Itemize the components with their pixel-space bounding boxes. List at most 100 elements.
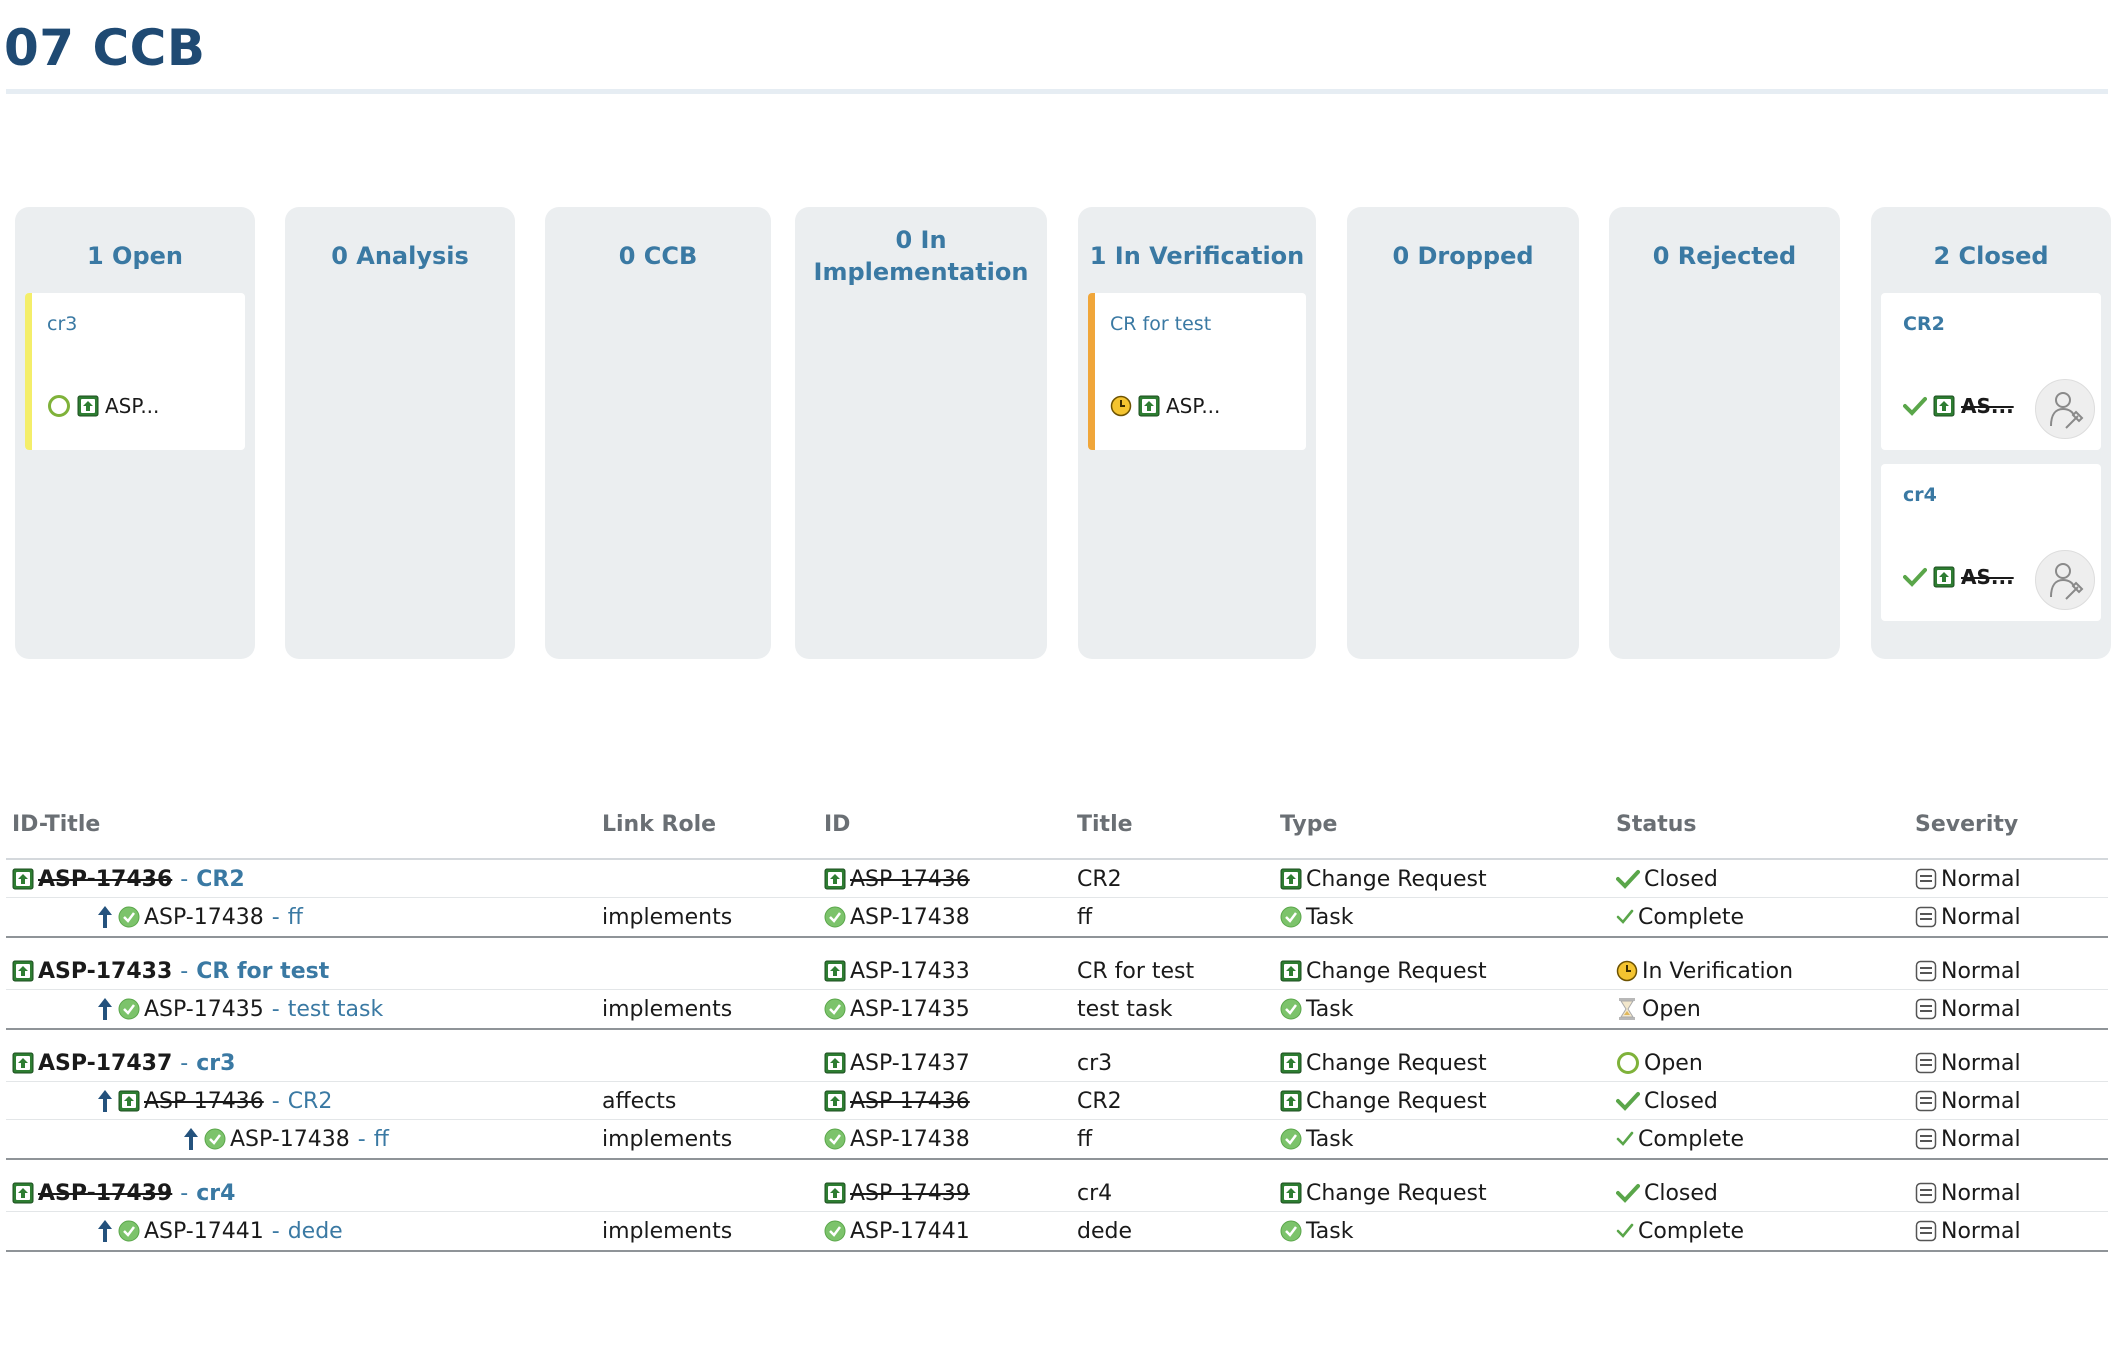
card-key[interactable]: AS... [1961,394,2014,418]
item-title-link[interactable]: CR2 [287,1088,333,1114]
table-group: ASP-17437- cr3 ASP-17437 cr3 Change Request O… [6,1030,2108,1160]
status-value: Complete [1638,1218,1745,1244]
board-card[interactable]: CR for test ASP... [1088,293,1306,450]
item-title-link[interactable]: test task [287,996,384,1022]
column-header[interactable]: 1 In Verification [1089,242,1305,270]
card-title[interactable]: CR2 [1903,313,1945,335]
title-cell: CR2 [1077,866,1122,892]
column-header[interactable]: 0 Rejected [1652,242,1797,270]
id-value[interactable]: ASP-17436 [850,1088,970,1114]
severity-value: Normal [1941,1180,2021,1206]
id-title-cell: ASP-17439- cr4 [12,1174,235,1212]
table-row[interactable]: ASP-17438- ff implements ASP-17438 ff Task Com… [6,898,2108,936]
table-row[interactable]: ASP-17435- test task implements ASP-17435 te… [6,990,2108,1028]
assignee-avatar-icon[interactable] [2035,550,2095,610]
status-cell: Complete [1616,1120,1744,1158]
id-value[interactable]: ASP-17438 [850,1126,970,1152]
title-separator: - [180,866,189,892]
table-row[interactable]: ASP-17437- cr3 ASP-17437 cr3 Change Request O… [6,1044,2108,1082]
task-icon [1280,998,1302,1020]
card-title[interactable]: CR for test [1110,313,1212,335]
type-value: Change Request [1306,866,1487,892]
item-title-link[interactable]: dede [287,1218,343,1244]
item-key[interactable]: ASP-17433 [38,958,173,984]
table-row[interactable]: ASP-17433- CR for test ASP-17433 CR for tes… [6,952,2108,990]
item-title-link[interactable]: CR for test [196,958,330,984]
id-value[interactable]: ASP-17439 [850,1180,970,1206]
title-cell: ff [1077,1126,1093,1152]
title-separator: - [271,1218,280,1244]
column-header[interactable]: 1 Open [87,242,183,270]
id-value[interactable]: ASP-17435 [850,996,970,1022]
parent-arrow-icon [96,997,114,1021]
table-row[interactable]: ASP-17441- dede implements ASP-17441 dede Tas… [6,1212,2108,1250]
table-row[interactable]: ASP-17436- CR2 affects ASP-17436 CR2 Change R… [6,1082,2108,1120]
id-value[interactable]: ASP-17433 [850,958,970,984]
status-cell: Open [1616,1044,1703,1082]
item-key[interactable]: ASP-17438 [230,1126,350,1152]
column-header[interactable]: 2 Closed [1933,242,2049,270]
card-title[interactable]: cr4 [1903,484,1937,506]
item-key[interactable]: ASP-17438 [144,904,264,930]
type-cell: Change Request [1280,860,1487,898]
table-row[interactable]: ASP-17436- CR2 ASP-17436 CR2 Change Request C… [6,860,2108,898]
item-title-link[interactable]: CR2 [196,866,245,892]
item-title-link[interactable]: ff [373,1126,389,1152]
board-card[interactable]: cr3 ASP... [25,293,245,450]
column-header[interactable]: 0 Analysis [331,242,469,270]
task-icon [824,906,846,928]
change-request-icon [1138,395,1160,417]
id-value[interactable]: ASP-17438 [850,904,970,930]
item-key[interactable]: ASP-17435 [144,996,264,1022]
table-row[interactable]: ASP-17438- ff implements ASP-17438 ff Task Com… [6,1120,2108,1158]
column-header[interactable]: 0 CCB [618,242,698,270]
item-key[interactable]: ASP-17436 [144,1088,264,1114]
card-key[interactable]: ASP... [1166,394,1221,418]
card-key[interactable]: AS... [1961,565,2014,589]
header-status[interactable]: Status [1616,812,1697,837]
table-row[interactable]: ASP-17439- cr4 ASP-17439 cr4 Change Request C… [6,1174,2108,1212]
card-footer: ASP... [47,391,159,421]
item-key[interactable]: ASP-17441 [144,1218,264,1244]
check-icon [1616,1183,1640,1203]
table-body: ASP-17436- CR2 ASP-17436 CR2 Change Request C… [6,860,2108,1252]
id-title-cell: ASP-17436- CR2 [96,1082,332,1120]
title-separator: - [357,1126,366,1152]
column-header[interactable]: 0 Dropped [1392,242,1534,270]
status-value: Closed [1644,1088,1718,1114]
board-card[interactable]: cr4 AS... [1881,464,2101,621]
header-id[interactable]: ID [824,812,851,837]
header-id-title[interactable]: ID-Title [12,812,101,837]
card-title[interactable]: cr3 [47,313,78,335]
header-severity[interactable]: Severity [1915,812,2019,837]
board-column: 0 In Implementation [795,207,1047,659]
task-icon [824,998,846,1020]
header-link-role[interactable]: Link Role [602,812,717,837]
title-separator: - [180,1180,189,1206]
item-key[interactable]: ASP-17436 [38,866,173,892]
change-request-icon [1933,395,1955,417]
status-cell: Closed [1616,860,1718,898]
check-icon [1903,396,1927,416]
item-title-link[interactable]: cr4 [196,1180,236,1206]
id-title-cell: ASP-17435- test task [96,990,383,1028]
header-title[interactable]: Title [1077,812,1133,837]
change-request-icon [12,960,34,982]
id-value[interactable]: ASP-17437 [850,1050,970,1076]
card-key[interactable]: ASP... [105,394,160,418]
assignee-avatar-icon[interactable] [2035,379,2095,439]
id-value[interactable]: ASP-17436 [850,866,970,892]
item-title-link[interactable]: cr3 [196,1050,236,1076]
change-request-icon [118,1090,140,1112]
id-cell: ASP-17436 [824,860,970,898]
id-value[interactable]: ASP-17441 [850,1218,970,1244]
item-title-link[interactable]: ff [287,904,303,930]
change-request-icon [824,1090,846,1112]
board-card[interactable]: CR2 AS... [1881,293,2101,450]
item-key[interactable]: ASP-17437 [38,1050,173,1076]
column-header[interactable]: 0 In Implementation [813,226,1029,286]
item-key[interactable]: ASP-17439 [38,1180,173,1206]
link-role-cell: implements [602,1218,733,1244]
change-request-icon [1280,868,1302,890]
header-type[interactable]: Type [1280,812,1338,837]
